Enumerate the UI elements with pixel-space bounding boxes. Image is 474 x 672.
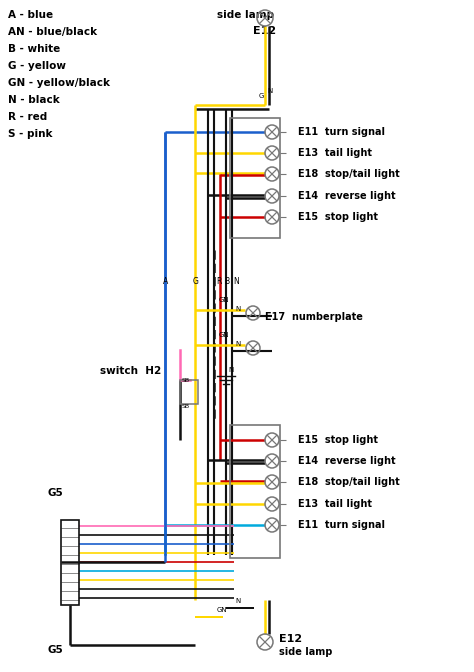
Text: E13  tail light: E13 tail light — [298, 148, 372, 158]
Text: N - black: N - black — [8, 95, 60, 105]
Text: GN - yellow/black: GN - yellow/black — [8, 78, 110, 88]
Text: E14  reverse light: E14 reverse light — [298, 191, 396, 201]
Text: G5: G5 — [48, 645, 64, 655]
Text: G: G — [193, 277, 199, 286]
Text: E13  tail light: E13 tail light — [298, 499, 372, 509]
Text: R: R — [216, 277, 221, 286]
Text: G: G — [259, 93, 264, 99]
Text: N: N — [228, 367, 233, 373]
Text: GN: GN — [217, 607, 228, 613]
Text: N: N — [235, 598, 240, 604]
Text: G5: G5 — [48, 488, 64, 498]
Text: E12: E12 — [253, 26, 276, 36]
Text: S - pink: S - pink — [8, 129, 53, 139]
Text: E18  stop/tail light: E18 stop/tail light — [298, 477, 400, 487]
Text: E12: E12 — [279, 634, 302, 644]
Text: N: N — [235, 341, 240, 347]
Text: A: A — [163, 277, 168, 286]
Text: G - yellow: G - yellow — [8, 61, 66, 71]
Text: N: N — [267, 88, 272, 94]
Text: side lamp: side lamp — [279, 647, 332, 657]
Text: N: N — [233, 277, 239, 286]
Text: AN - blue/black: AN - blue/black — [8, 27, 97, 37]
Text: E18  stop/tail light: E18 stop/tail light — [298, 169, 400, 179]
Text: B: B — [224, 277, 229, 286]
Text: B - white: B - white — [8, 44, 60, 54]
Text: E11  turn signal: E11 turn signal — [298, 127, 385, 137]
Text: E17  numberplate: E17 numberplate — [265, 312, 363, 322]
Text: SB: SB — [182, 378, 190, 383]
Text: A - blue: A - blue — [8, 10, 53, 20]
Text: E15  stop light: E15 stop light — [298, 212, 378, 222]
Text: SB: SB — [182, 404, 190, 409]
Text: E15  stop light: E15 stop light — [298, 435, 378, 445]
Text: N: N — [235, 306, 240, 312]
Text: E14  reverse light: E14 reverse light — [298, 456, 396, 466]
Text: R - red: R - red — [8, 112, 47, 122]
Text: GN: GN — [219, 297, 229, 303]
Text: side lamp: side lamp — [217, 10, 274, 20]
Text: switch  H2: switch H2 — [100, 366, 161, 376]
Text: GN: GN — [219, 332, 229, 338]
Text: E11  turn signal: E11 turn signal — [298, 520, 385, 530]
